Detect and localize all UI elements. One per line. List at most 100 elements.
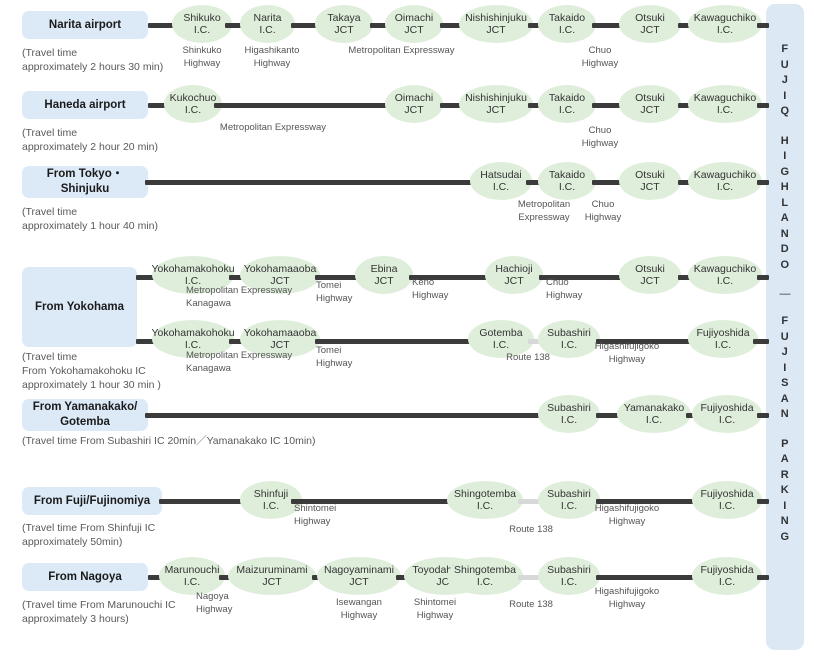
node-fujiyoshida-ic[interactable]: Fujiyoshida I.C. [692, 395, 762, 433]
node-yokohamaaoba-jct[interactable]: Yokohamaaoba JCT [240, 256, 320, 294]
origin-label-haneda-airport[interactable]: Haneda airport [22, 91, 148, 119]
line-segment-route138 [518, 575, 544, 580]
line-segment [596, 499, 694, 504]
road-label: Keno Highway [412, 277, 449, 301]
node-oimachi-jct[interactable]: Oimachi JCT [385, 85, 443, 123]
node-gotemba-ic[interactable]: Gotemba I.C. [468, 320, 534, 358]
node-otsuki-jct[interactable]: Otsuki JCT [619, 5, 681, 43]
line-segment [596, 413, 622, 418]
node-yokohamaaoba-jct[interactable]: Yokohamaaoba JCT [240, 320, 320, 358]
node-marunouchi-ic[interactable]: Marunouchi I.C. [159, 557, 225, 595]
travel-note-from-yokohama: (Travel time From Yokohamakohoku IC appr… [22, 351, 161, 391]
node-nishishinjuku-jct[interactable]: Nishishinjuku JCT [459, 85, 533, 123]
node-kawaguchiko-ic[interactable]: Kawaguchiko I.C. [688, 85, 762, 123]
node-yamanakako-ic[interactable]: Yamanakako I.C. [617, 395, 691, 433]
node-subashiri-ic[interactable]: Subashiri I.C. [538, 557, 600, 595]
road-label: Shintomei Highway [294, 503, 337, 527]
node-yokohamakohoku-ic[interactable]: Yokohamakohoku I.C. [151, 320, 235, 358]
dest-letter: G [780, 165, 790, 178]
line-segment [148, 575, 168, 580]
line-segment [596, 575, 694, 580]
node-fujiyoshida-ic[interactable]: Fujiyoshida I.C. [688, 320, 758, 358]
origin-label-from-yamanakako-gotemba[interactable]: From Yamanakako/ Gotemba [22, 399, 148, 431]
road-label: Metropolitan Expressway [517, 199, 571, 223]
node-kawaguchiko-ic[interactable]: Kawaguchiko I.C. [688, 5, 762, 43]
line-segment [136, 339, 158, 344]
node-takaido-ic[interactable]: Takaido I.C. [538, 162, 596, 200]
dest-letter: F [781, 43, 789, 55]
node-hachioji-jct[interactable]: Hachioji JCT [485, 256, 543, 294]
road-label: Route 138 [509, 524, 553, 535]
dest-letter: A [780, 212, 790, 224]
node-narita-ic[interactable]: Narita I.C. [240, 5, 295, 43]
line-segment [678, 103, 692, 108]
travel-note-narita-airport: (Travel time approximately 2 hours 30 mi… [22, 47, 164, 73]
road-label left: Chuo Highway [581, 125, 619, 149]
node-fujiyoshida-ic[interactable]: Fujiyoshida I.C. [692, 557, 762, 595]
node-otsuki-jct[interactable]: Otsuki JCT [619, 85, 681, 123]
node-subashiri-ic[interactable]: Subashiri I.C. [538, 481, 600, 519]
node-maizuruminami-jct[interactable]: Maizuruminami JCT [228, 557, 316, 595]
origin-label-from-yokohama[interactable]: From Yokohama [22, 267, 137, 347]
dest-letter: N [780, 515, 790, 527]
origin-label-from-fuji-fujinomiya[interactable]: From Fuji/Fujinomiya [22, 487, 162, 515]
origin-label-from-tokyo-shinjuku[interactable]: From Tokyo・ Shinjuku [22, 166, 148, 198]
road-label: Higashifujigoko Highway [594, 503, 660, 527]
line-segment [757, 23, 769, 28]
line-segment [757, 575, 769, 580]
line-segment [136, 275, 158, 280]
line-segment [159, 499, 259, 504]
node-otsuki-jct[interactable]: Otsuki JCT [619, 256, 681, 294]
dest-letter: G [780, 530, 790, 543]
node-shingotemba-ic[interactable]: Shingotemba I.C. [447, 481, 523, 519]
node-kukochuo-ic[interactable]: Kukochuo I.C. [164, 85, 222, 123]
node-yokohamakohoku-ic[interactable]: Yokohamakohoku I.C. [151, 256, 235, 294]
dest-letter: S [781, 377, 789, 389]
line-segment [315, 275, 361, 280]
road-label: Higashifujigoko Highway [594, 586, 660, 610]
dest-letter: F [781, 315, 789, 327]
dest-letter: I [783, 361, 787, 374]
line-segment [678, 275, 692, 280]
node-shingotemba-ic[interactable]: Shingotemba I.C. [447, 557, 523, 595]
road-label: Nagoya Highway [196, 591, 233, 615]
road-label: Tomei Highway [316, 345, 353, 369]
node-takaido-ic[interactable]: Takaido I.C. [538, 85, 596, 123]
line-segment [596, 339, 694, 344]
dest-letter: L [781, 196, 789, 209]
node-ebina-jct[interactable]: Ebina JCT [355, 256, 413, 294]
origin-label-narita-airport[interactable]: Narita airport [22, 11, 148, 39]
line-segment [678, 180, 692, 185]
dest-letter: U [780, 58, 790, 71]
line-segment [225, 23, 253, 28]
node-subashiri-ic[interactable]: Subashiri I.C. [538, 395, 600, 433]
line-segment [526, 180, 548, 185]
node-hatsudai-ic[interactable]: Hatsudai I.C. [470, 162, 532, 200]
node-shikuko-ic[interactable]: Shikuko I.C. [172, 5, 232, 43]
origin-label-from-nagoya[interactable]: From Nagoya [22, 563, 148, 591]
node-oimachi-jct[interactable]: Oimachi JCT [385, 5, 443, 43]
line-segment [592, 103, 622, 108]
destination-panel: F U J I Q H I G H L A N D O — F U J [766, 4, 804, 650]
node-nishishinjuku-jct[interactable]: Nishishinjuku JCT [459, 5, 533, 43]
node-otsuki-jct[interactable]: Otsuki JCT [619, 162, 681, 200]
line-segment [757, 180, 769, 185]
node-kawaguchiko-ic[interactable]: Kawaguchiko I.C. [688, 256, 762, 294]
node-kawaguchiko-ic[interactable]: Kawaguchiko I.C. [688, 162, 762, 200]
line-segment [148, 103, 170, 108]
dest-letter: K [780, 484, 790, 496]
node-fujiyoshida-ic[interactable]: Fujiyoshida I.C. [692, 481, 762, 519]
travel-note-from-yamanakako-gotemba: (Travel time From Subashiri IC 20min／Yam… [22, 435, 316, 447]
dest-letter: I [783, 150, 787, 162]
node-takaya-jct[interactable]: Takaya JCT [315, 5, 373, 43]
dest-letter: I [783, 499, 787, 512]
node-nagoyaminami-jct[interactable]: Nagoyaminami JCT [317, 557, 401, 595]
node-takaido-ic[interactable]: Takaido I.C. [538, 5, 596, 43]
destination-separator: — [779, 288, 791, 300]
road-label: Metropolitan Expressway Kanagawa [186, 350, 293, 374]
dest-letter: O [780, 258, 790, 271]
node-subashiri-ic[interactable]: Subashiri I.C. [538, 320, 600, 358]
line-segment [528, 103, 544, 108]
dest-letter: P [781, 437, 789, 450]
line-segment [370, 23, 388, 28]
